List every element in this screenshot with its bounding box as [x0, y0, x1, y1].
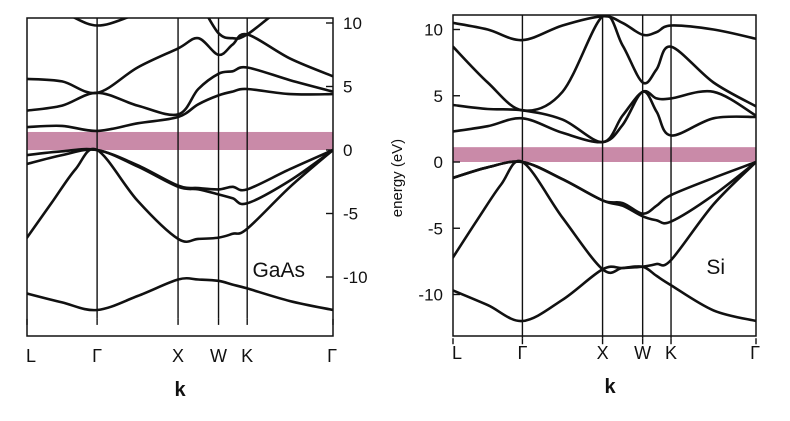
gaas-band-8 [72, 18, 271, 40]
gaas-band-4 [27, 147, 333, 192]
si-band-2 [453, 159, 756, 274]
si-kpoint-label: K [665, 343, 677, 363]
gaas-band-1 [27, 276, 333, 312]
si-material-label: Si [706, 256, 725, 279]
si-kpoint-label: W [634, 343, 651, 363]
gaas-y-tick-label: -5 [343, 205, 358, 224]
si-band-gap-region [453, 147, 756, 162]
si-band-4 [453, 160, 756, 215]
gaas-material-label: GaAs [252, 259, 305, 282]
si-kpoint-label: L [452, 343, 462, 363]
si-band-6 [453, 89, 756, 144]
gaas-y-tick-label: 0 [343, 141, 352, 160]
gaas-k-axis-label: k [174, 379, 186, 401]
si-band-3 [453, 160, 756, 225]
si-y-tick-label: 10 [424, 21, 443, 40]
si-band-5 [453, 90, 756, 144]
si-band-8 [453, 15, 756, 42]
gaas-band-6 [27, 65, 333, 117]
si-y-tick-label: -10 [418, 286, 443, 305]
si-band-7 [453, 15, 756, 112]
gaas-band-7 [27, 32, 333, 95]
si-plot-frame [452, 14, 757, 337]
gaas-kpoint-label: W [210, 346, 227, 366]
gaas-y-tick-label: 10 [343, 14, 362, 33]
gaas-kpoint-label: Γ [92, 346, 102, 366]
gaas-band-gap-region [27, 131, 333, 150]
si-k-axis-label: k [604, 376, 616, 398]
si-kpoint-label: Γ [517, 343, 527, 363]
si-y-tick-label: 5 [434, 87, 443, 106]
si-y-tick-label: -5 [428, 219, 443, 238]
gaas-y-tick-label: 5 [343, 78, 352, 97]
gaas-band-5 [27, 87, 333, 133]
energy-axis-label: energy (eV) [389, 139, 406, 217]
gaas-y-tick-label: -10 [343, 268, 368, 287]
gaas-band-3 [27, 148, 333, 206]
si-kpoint-label: Γ [750, 343, 760, 363]
si-y-tick-label: 0 [434, 153, 443, 172]
gaas-band-2 [27, 147, 333, 244]
gaas-kpoint-label: K [241, 346, 253, 366]
gaas-kpoint-label: X [172, 346, 184, 366]
gaas-plot-frame [26, 17, 334, 337]
si-kpoint-label: X [597, 343, 609, 363]
gaas-kpoint-label: Γ [327, 346, 337, 366]
gaas-kpoint-label: L [26, 346, 36, 366]
